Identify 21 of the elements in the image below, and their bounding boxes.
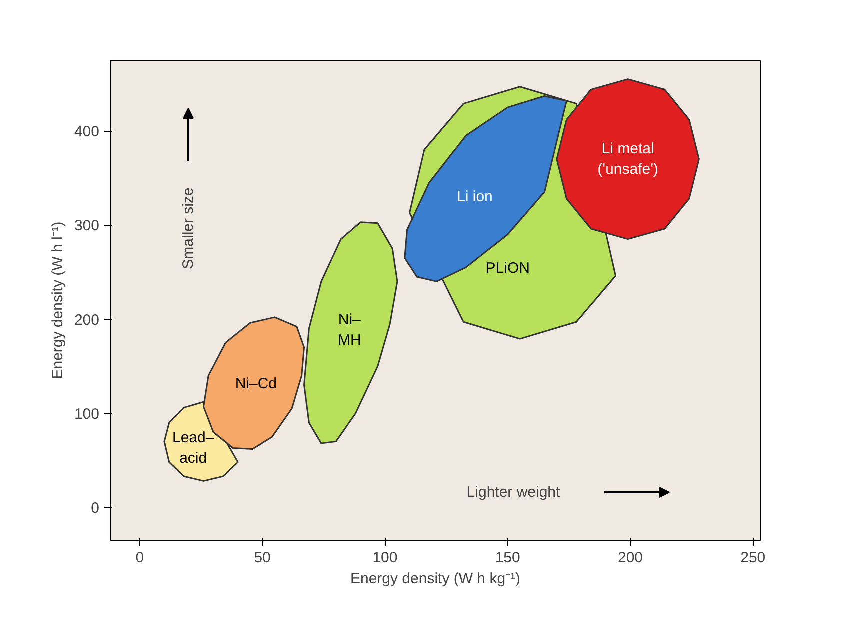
annotation: Lighter weight xyxy=(466,484,562,501)
y-tick-label: 400 xyxy=(74,124,100,141)
y-tick-label: 200 xyxy=(74,312,100,329)
x-tick-label: 150 xyxy=(495,550,520,566)
series-label: Li ion xyxy=(457,188,493,206)
annotation: Smaller size xyxy=(180,188,197,270)
y-tick-label: 100 xyxy=(74,406,100,423)
series-label: Li metal ('unsafe') xyxy=(598,140,658,178)
x-tick-label: 250 xyxy=(740,550,766,566)
series-label: Ni–Cd xyxy=(235,375,278,392)
series-label: PLiON xyxy=(486,260,530,277)
y-axis-title: Energy density (W h l⁻¹) xyxy=(49,222,66,380)
x-tick-label: 100 xyxy=(372,550,398,566)
series-label: Lead– acid xyxy=(172,429,215,467)
y-tick-label: 300 xyxy=(74,218,100,235)
x-tick-label: 0 xyxy=(136,550,144,566)
y-tick-label: 0 xyxy=(91,500,100,518)
series-label: Ni– MH xyxy=(338,312,362,349)
x-axis-title: Energy density (W h kg⁻¹) xyxy=(350,570,521,588)
x-tick-label: 200 xyxy=(618,550,644,566)
x-tick-label: 50 xyxy=(254,550,271,566)
